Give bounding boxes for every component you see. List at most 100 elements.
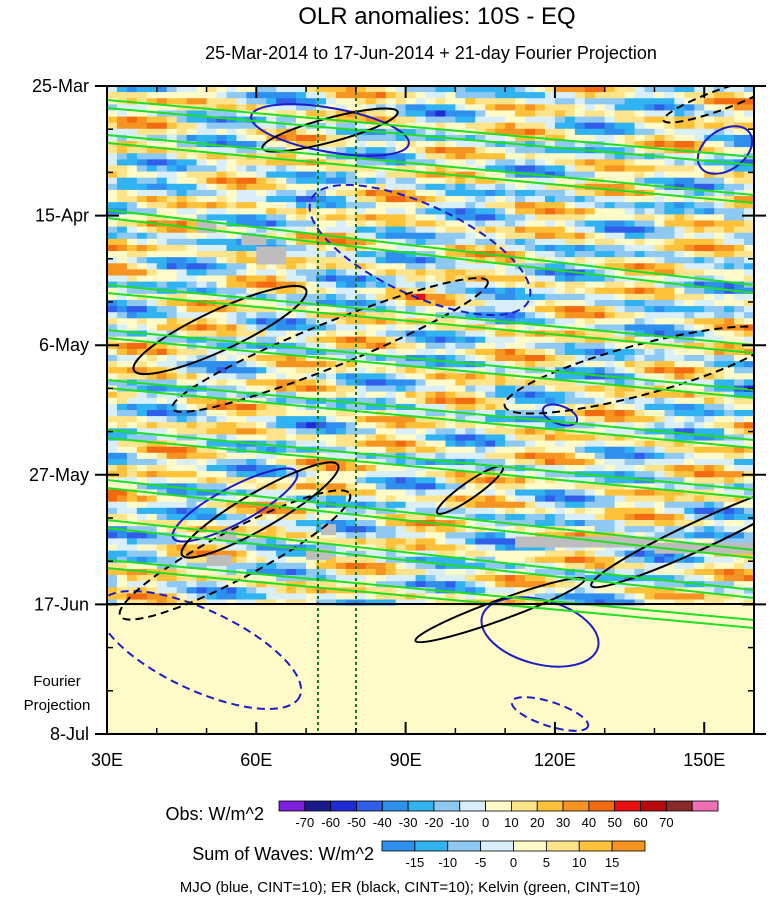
field-cell (515, 196, 526, 203)
field-cell (684, 86, 695, 93)
field-cell (306, 98, 317, 105)
field-cell (176, 171, 188, 179)
field-cell (365, 416, 377, 423)
field-cell (664, 483, 675, 491)
field-cell (365, 251, 377, 258)
field-cell (465, 226, 476, 234)
field-cell (425, 86, 437, 93)
field-cell (146, 257, 158, 264)
field-cell (365, 465, 377, 472)
field-cell (445, 177, 456, 185)
field-cell (694, 507, 705, 515)
field-cell (156, 465, 168, 472)
field-cell (107, 422, 118, 429)
field-cell (594, 367, 606, 374)
field-cell (684, 287, 695, 295)
field-cell (186, 336, 198, 344)
field-cell (365, 110, 377, 118)
field-cell (475, 538, 486, 546)
field-cell (654, 471, 666, 478)
field-cell (316, 330, 327, 338)
field-cell (694, 226, 705, 234)
field-cell (724, 202, 735, 209)
field-cell (156, 269, 168, 277)
field-cell (684, 318, 695, 326)
field-cell (116, 128, 128, 136)
field-cell (574, 177, 586, 185)
field-cell (594, 348, 606, 356)
field-cell (505, 202, 516, 209)
field-cell (624, 526, 636, 533)
field-cell (564, 177, 576, 185)
field-cell (634, 477, 646, 484)
field-cell (554, 446, 566, 454)
field-cell (455, 226, 466, 234)
field-cell (714, 183, 725, 191)
field-cell (136, 92, 148, 99)
field-cell (664, 226, 675, 234)
field-cell (216, 275, 228, 283)
field-cell (544, 263, 556, 270)
field-cell (445, 116, 456, 124)
field-cell (107, 416, 118, 423)
field-cell (226, 391, 237, 399)
field-cell (724, 116, 735, 124)
field-cell (654, 373, 666, 381)
field-cell (306, 513, 317, 521)
field-cell (525, 177, 536, 185)
field-cell (136, 269, 148, 277)
field-cell (584, 544, 596, 552)
field-cell (694, 361, 705, 368)
field-cell (276, 177, 287, 185)
field-cell (176, 141, 188, 148)
field-cell (734, 141, 745, 148)
field-cell (286, 128, 297, 136)
field-cell (455, 287, 466, 295)
field-cell (574, 434, 586, 442)
field-cell (176, 336, 188, 344)
field-cell (624, 153, 636, 160)
field-cell (624, 410, 636, 417)
field-cell (525, 306, 536, 313)
field-cell (365, 86, 377, 93)
field-cell (694, 403, 705, 411)
field-cell (385, 244, 397, 252)
field-cell (156, 189, 168, 197)
field-cell (395, 428, 407, 436)
field-cell (126, 92, 138, 99)
field-cell (395, 446, 407, 454)
field-cell (156, 128, 168, 136)
field-cell (584, 336, 596, 344)
field-cell (535, 183, 546, 191)
field-cell (256, 134, 267, 142)
field-cell (395, 281, 407, 289)
field-cell (574, 318, 586, 326)
field-cell (485, 122, 496, 130)
field-cell (485, 269, 496, 277)
field-cell (405, 416, 417, 423)
field-cell (146, 159, 158, 167)
field-cell (505, 275, 516, 283)
field-cell (714, 318, 725, 326)
field-cell (116, 483, 128, 491)
field-cell (206, 422, 218, 429)
field-cell (316, 471, 327, 478)
field-cell (425, 526, 437, 533)
field-cell (116, 251, 128, 258)
field-cell (405, 98, 417, 105)
field-cell (236, 330, 247, 338)
field-cell (535, 98, 546, 105)
field-cell (196, 471, 208, 478)
field-cell (335, 171, 347, 179)
field-cell (196, 208, 208, 215)
field-cell (345, 251, 357, 258)
field-cell (734, 177, 745, 185)
field-cell (594, 532, 606, 539)
field-cell (256, 538, 267, 546)
field-cell (435, 226, 447, 234)
field-cell (176, 428, 188, 436)
field-cell (236, 324, 247, 332)
field-cell (634, 299, 646, 307)
field-cell (744, 257, 754, 264)
field-cell (584, 153, 596, 160)
